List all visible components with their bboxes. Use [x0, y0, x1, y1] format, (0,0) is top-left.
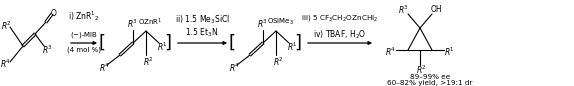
Text: $R^3$: $R^3$ — [398, 4, 409, 16]
Text: 89–99% ee: 89–99% ee — [410, 74, 450, 80]
Text: ]: ] — [165, 34, 172, 52]
Text: $R^2$: $R^2$ — [273, 56, 284, 68]
Text: OZnR$^1$: OZnR$^1$ — [138, 16, 162, 28]
Text: $R^4$: $R^4$ — [386, 46, 397, 58]
Text: ii) 1.5 Me$_3$SiCl: ii) 1.5 Me$_3$SiCl — [174, 14, 230, 26]
Text: $R^3$: $R^3$ — [127, 18, 138, 30]
Text: (4 mol %): (4 mol %) — [67, 47, 101, 53]
Text: $R^1$: $R^1$ — [286, 41, 297, 53]
Text: $(\minus)$-MIB: $(\minus)$-MIB — [70, 30, 98, 40]
Text: OH: OH — [430, 6, 442, 15]
Text: $R^4$: $R^4$ — [99, 62, 111, 74]
Text: $R^4$: $R^4$ — [1, 58, 11, 70]
Text: O: O — [51, 9, 57, 17]
Text: [: [ — [228, 34, 235, 52]
Text: OSiMe$_3$: OSiMe$_3$ — [267, 17, 294, 27]
Text: $R^3$: $R^3$ — [258, 18, 269, 30]
Text: $R^2$: $R^2$ — [1, 20, 11, 32]
Text: iv) TBAF, H$_2$O: iv) TBAF, H$_2$O — [313, 29, 367, 41]
Text: iii) 5 CF$_3$CH$_2$OZnCHI$_2$: iii) 5 CF$_3$CH$_2$OZnCHI$_2$ — [301, 13, 379, 23]
Text: ]: ] — [294, 34, 301, 52]
Text: [: [ — [99, 34, 106, 52]
Text: $R^2$: $R^2$ — [416, 64, 426, 76]
Text: $R^4$: $R^4$ — [230, 62, 241, 74]
Text: $R^1$: $R^1$ — [444, 46, 455, 58]
Text: 60–82% yield, >19:1 dr: 60–82% yield, >19:1 dr — [387, 80, 473, 86]
Text: $R^3$: $R^3$ — [42, 44, 53, 56]
Text: $R^1$: $R^1$ — [157, 41, 168, 53]
Text: 1.5 Et$_3$N: 1.5 Et$_3$N — [185, 27, 219, 39]
Text: i) ZnR$^1$$_2$: i) ZnR$^1$$_2$ — [68, 9, 100, 23]
Text: $R^2$: $R^2$ — [142, 56, 153, 68]
